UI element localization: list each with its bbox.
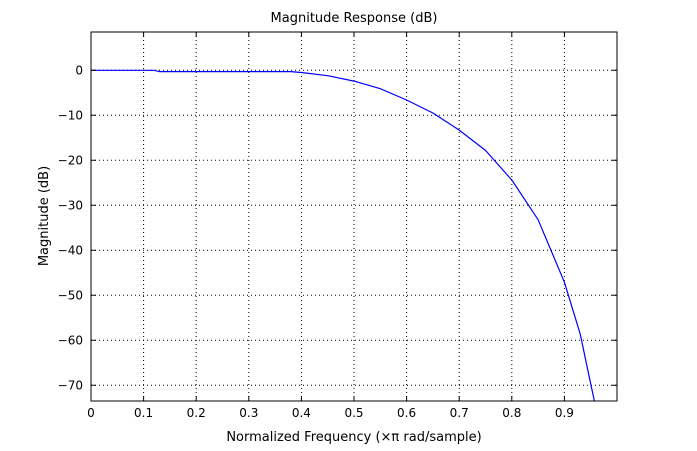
x-tick-label: 0.5 — [344, 406, 363, 420]
x-tick-label: 0.8 — [502, 406, 521, 420]
y-tick-label: −70 — [58, 378, 83, 392]
y-tick-labels: 0 −10 −20 −30 −40 −50 −60 −70 — [58, 63, 83, 392]
y-tick-label: −30 — [58, 198, 83, 212]
series-layer — [91, 69, 595, 402]
x-tick-label: 0 — [87, 406, 95, 420]
y-axis-title: Magnitude (dB) — [37, 166, 52, 266]
x-tick-label: 0.2 — [187, 406, 206, 420]
axis-ticks — [90, 32, 617, 401]
chart-title: Magnitude Response (dB) — [271, 11, 438, 26]
y-tick-label: −60 — [58, 333, 83, 347]
y-tick-label: −50 — [58, 288, 83, 302]
y-tick-label: −40 — [58, 243, 83, 257]
x-tick-label: 0.1 — [134, 406, 153, 420]
y-tick-label: 0 — [75, 63, 83, 77]
grid-lines — [91, 32, 617, 401]
x-tick-label: 0.4 — [292, 406, 311, 420]
x-tick-label: 0.7 — [450, 406, 469, 420]
y-tick-label: −10 — [58, 108, 83, 122]
x-tick-label: 0.9 — [555, 406, 574, 420]
y-tick-label: −20 — [58, 153, 83, 167]
x-tick-label: 0.3 — [239, 406, 258, 420]
x-axis-title: Normalized Frequency (×π rad/sample) — [226, 430, 481, 445]
x-tick-label: 0.6 — [397, 406, 416, 420]
x-tick-labels: 0 0.1 0.2 0.3 0.4 0.5 0.6 0.7 0.8 0.9 — [87, 406, 574, 420]
series-line — [91, 69, 595, 402]
